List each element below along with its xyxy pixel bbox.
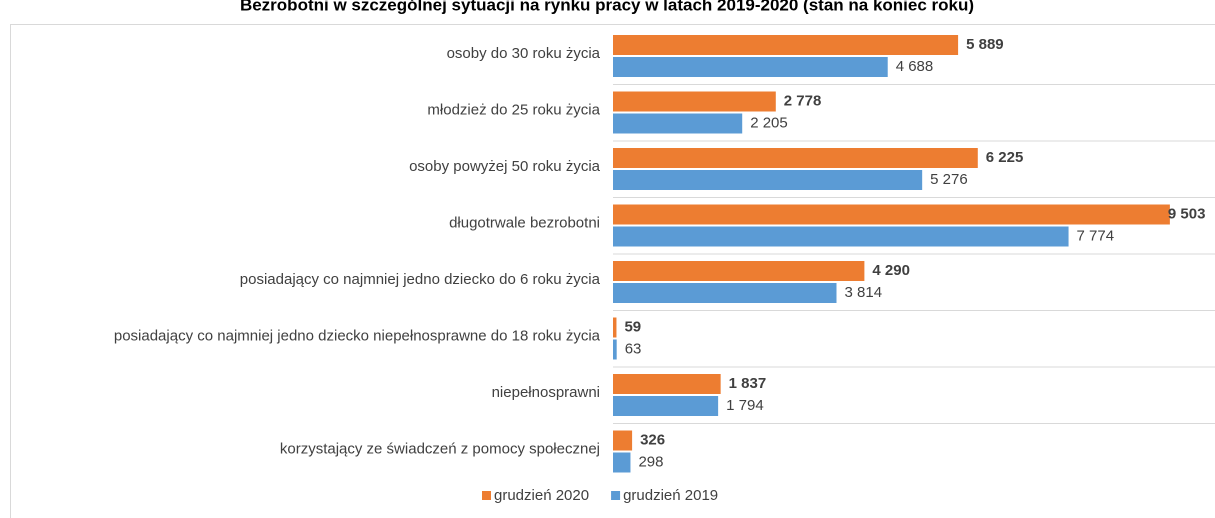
bar [613, 57, 888, 77]
legend-label: grudzień 2020 [494, 487, 589, 504]
bar [613, 226, 1069, 247]
category-label: posiadający co najmniej jedno dziecko do… [240, 271, 601, 288]
bar [613, 452, 631, 473]
category-label: korzystający ze świadczeń z pomocy społe… [280, 441, 600, 458]
bar [613, 374, 721, 394]
bar [613, 430, 633, 451]
bar [613, 91, 776, 112]
value-label: 63 [625, 340, 642, 357]
value-label: 298 [638, 453, 663, 470]
legend-swatch [611, 491, 621, 500]
legend-label: grudzień 2019 [623, 487, 718, 504]
bar [613, 113, 743, 134]
category-label: młodzież do 25 roku życia [427, 102, 600, 119]
category-label: osoby do 30 roku życia [447, 45, 601, 62]
value-label: 5 889 [966, 36, 1004, 53]
value-label: 6 225 [986, 149, 1024, 166]
value-label: 4 688 [896, 58, 934, 75]
value-label: 5 276 [930, 171, 968, 188]
legend-swatch [482, 491, 491, 500]
bar [613, 170, 923, 190]
bar [613, 396, 719, 416]
bar [613, 339, 617, 360]
value-label: 9 503 [1168, 205, 1206, 222]
value-label: 3 814 [845, 284, 883, 301]
category-label: osoby powyżej 50 roku życia [409, 158, 601, 175]
chart-title: Bezrobotni w szczególnej sytuacji na ryn… [240, 0, 974, 14]
value-label: 326 [640, 431, 665, 448]
value-label: 7 774 [1077, 227, 1115, 244]
bar [613, 317, 617, 338]
value-label: 59 [624, 318, 641, 335]
bar [613, 283, 837, 303]
value-label: 1 794 [726, 397, 764, 414]
value-label: 2 205 [750, 114, 788, 131]
category-label: posiadający co najmniej jedno dziecko ni… [114, 328, 601, 345]
value-label: 2 778 [784, 92, 822, 109]
value-label: 1 837 [729, 375, 767, 392]
bar [613, 148, 978, 168]
bar [613, 35, 959, 55]
category-label: długotrwale bezrobotni [449, 215, 600, 232]
chart-frame [10, 24, 1215, 518]
value-label: 4 290 [872, 262, 910, 279]
category-label: niepełnosprawni [492, 384, 600, 401]
bar [613, 204, 1170, 225]
bar [613, 261, 865, 281]
